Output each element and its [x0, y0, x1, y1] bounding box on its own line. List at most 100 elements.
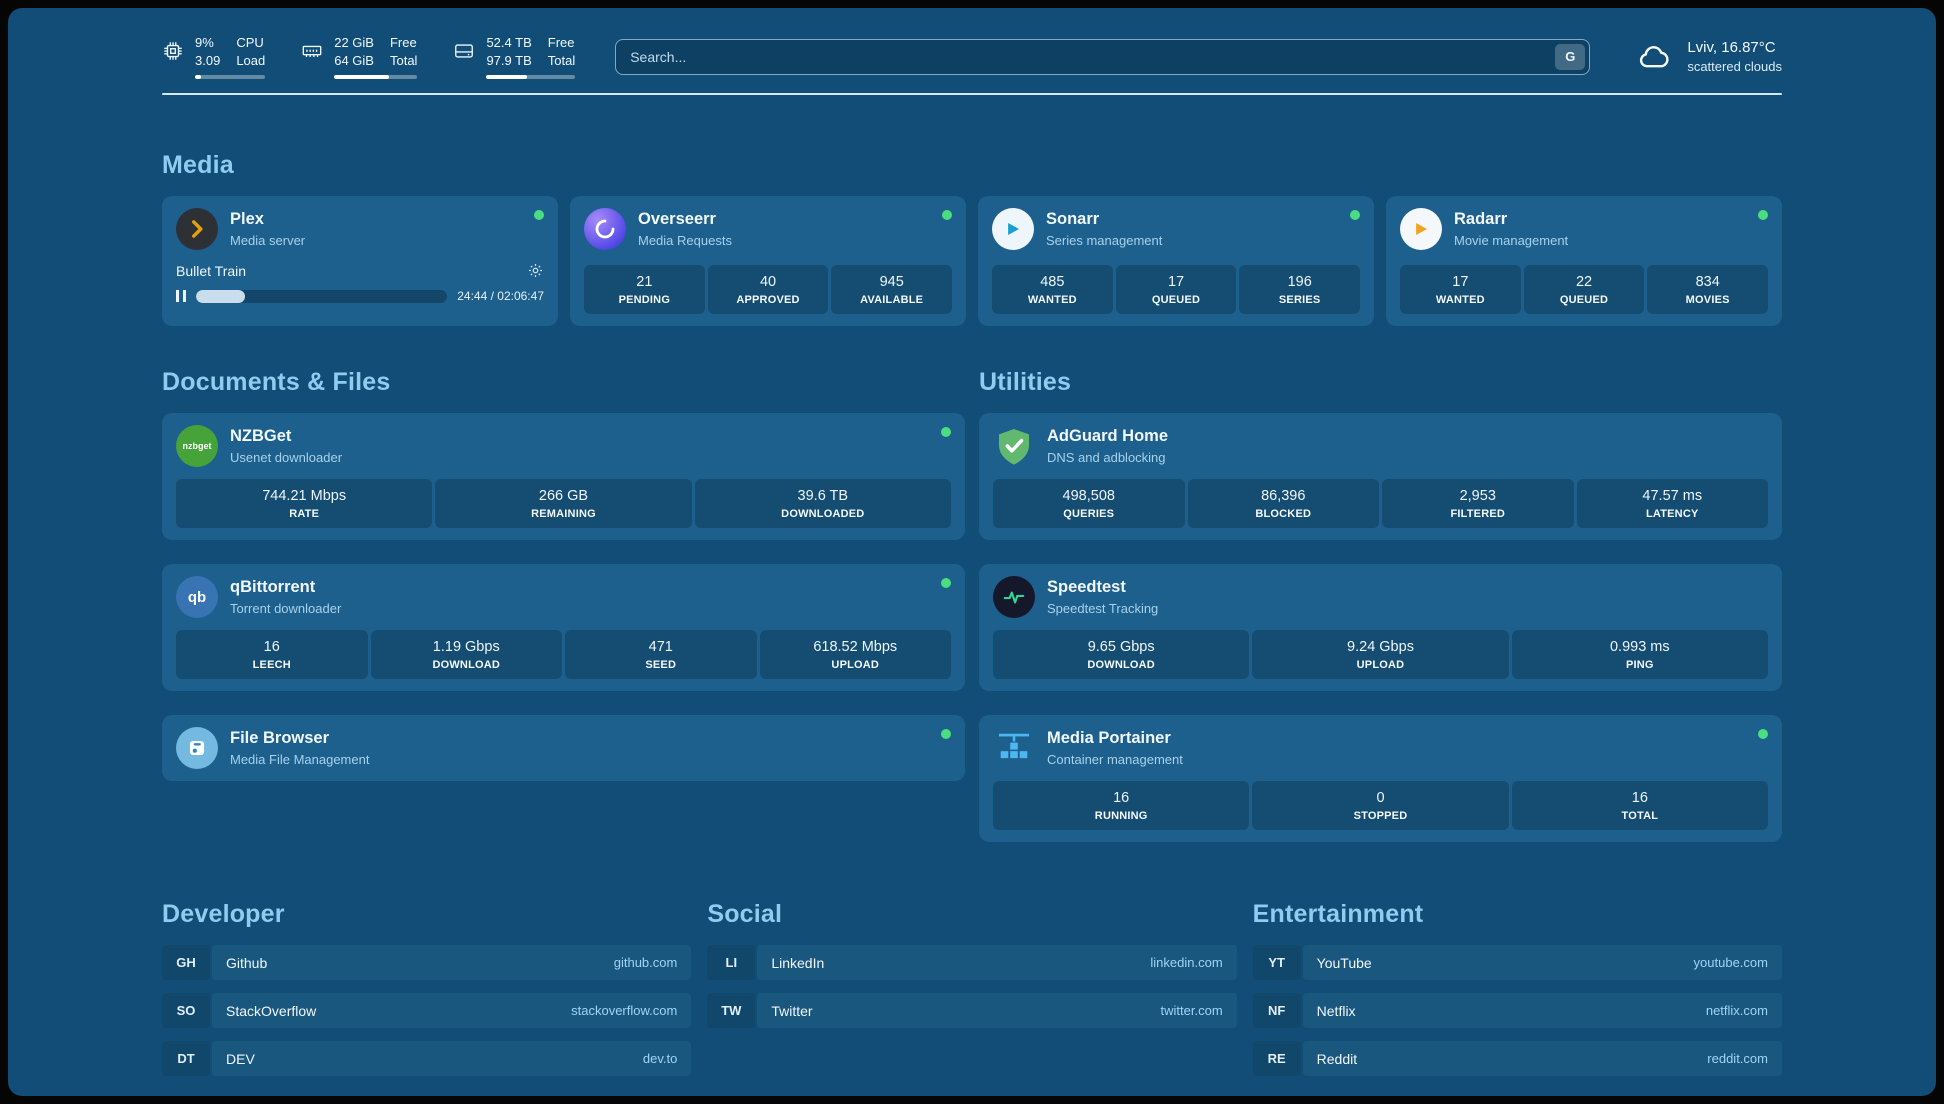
stat-box: 945 AVAILABLE: [831, 265, 953, 315]
stat-value: 16: [263, 639, 280, 656]
bookmark-group-entertainment: Entertainment YT YouTube youtube.com NF …: [1252, 900, 1782, 1077]
stat-box: 485 WANTED: [992, 265, 1113, 315]
stat-label: FILTERED: [1450, 508, 1506, 521]
stat-box: 21 PENDING: [584, 265, 705, 315]
bookmark-url: reddit.com: [1707, 1051, 1768, 1067]
disk-icon: [453, 40, 475, 62]
gear-icon[interactable]: [527, 262, 544, 279]
stat-value: 86,396: [1261, 488, 1306, 505]
media-grid: Plex Media server Bullet Train: [162, 196, 1782, 327]
app-name: AdGuard Home: [1047, 427, 1169, 446]
stat-value: 498,508: [1062, 488, 1115, 505]
bookmark-row-youtube[interactable]: YT YouTube youtube.com: [1252, 945, 1782, 981]
stat-label: LATENCY: [1645, 508, 1699, 521]
bookmark-name: LinkedIn: [771, 954, 825, 971]
app-card-plex[interactable]: Plex Media server Bullet Train: [162, 196, 558, 327]
search-input[interactable]: [615, 38, 1591, 75]
disk-free-value: 52.4 TB: [486, 35, 532, 50]
stat-label: PING: [1625, 659, 1654, 672]
stat-box: 22 QUEUED: [1523, 265, 1645, 315]
stat-label: QUERIES: [1063, 508, 1115, 521]
qbittorrent-icon-label: qb: [187, 588, 207, 606]
bookmark-name: Twitter: [771, 1002, 813, 1019]
seek-bar-fill: [196, 289, 245, 303]
header-divider: [162, 93, 1782, 96]
middle-columns: Documents & Files nzbget NZBGet Usenet d…: [162, 368, 1782, 843]
stat-value: 9.65 Gbps: [1087, 639, 1155, 656]
app-stats: 9.65 Gbps DOWNLOAD 9.24 Gbps UPLOAD 0.99…: [993, 618, 1768, 680]
ram-stat: 22 GiB 64 GiB Free Total: [301, 34, 418, 80]
cpu-usage-value: 9%: [195, 35, 214, 50]
app-card-overseerr[interactable]: Overseerr Media Requests 21 PENDING 40 A…: [570, 196, 966, 327]
stat-box: 618.52 Mbps UPLOAD: [759, 630, 951, 680]
bookmark-row-linkedin[interactable]: LI LinkedIn linkedin.com: [707, 945, 1237, 981]
stat-label: BLOCKED: [1255, 508, 1312, 521]
stat-label: APPROVED: [736, 294, 800, 307]
bookmark-group-developer: Developer GH Github github.com SO StackO…: [162, 900, 692, 1077]
bookmark-row-dev[interactable]: DT DEV dev.to: [162, 1041, 692, 1077]
bookmark-row-github[interactable]: GH Github github.com: [162, 945, 692, 981]
cpu-icon: [162, 40, 184, 62]
app-subtitle: Movie management: [1454, 233, 1569, 249]
cpu-load-label: Load: [236, 53, 266, 69]
stat-box: 16 RUNNING: [993, 781, 1250, 831]
stat-box: 9.65 Gbps DOWNLOAD: [993, 630, 1250, 680]
bookmark-link: Github github.com: [212, 945, 692, 981]
bookmark-row-stackoverflow[interactable]: SO StackOverflow stackoverflow.com: [162, 993, 692, 1029]
app-card-portainer[interactable]: Media Portainer Container management 16 …: [979, 715, 1782, 843]
bookmark-link: Twitter twitter.com: [757, 993, 1237, 1029]
bookmark-url: dev.to: [642, 1051, 678, 1067]
app-card-nzbget[interactable]: nzbget NZBGet Usenet downloader 744.21 M…: [162, 413, 965, 541]
bookmark-abbr: YT: [1252, 945, 1301, 981]
app-card-filebrowser[interactable]: File Browser Media File Management: [162, 715, 965, 782]
stat-label: STOPPED: [1353, 810, 1408, 823]
stat-box: 40 APPROVED: [707, 265, 829, 315]
app-card-radarr[interactable]: Radarr Movie management 17 WANTED 22 QUE…: [1386, 196, 1782, 327]
seek-bar[interactable]: [196, 289, 448, 303]
bookmark-name: Netflix: [1316, 1002, 1356, 1019]
app-card-qbittorrent[interactable]: qb qBittorrent Torrent downloader 16 LEE…: [162, 564, 965, 692]
app-name: Radarr: [1454, 210, 1508, 229]
app-titles: Overseerr Media Requests: [638, 210, 732, 248]
bookmark-row-twitter[interactable]: TW Twitter twitter.com: [707, 993, 1237, 1029]
stat-value: 16: [1113, 790, 1130, 807]
stat-value: 9.24 Gbps: [1347, 639, 1414, 656]
bookmark-link: DEV dev.to: [212, 1041, 692, 1077]
app-titles: qBittorrent Torrent downloader: [230, 578, 341, 616]
nzbget-icon-label: nzbget: [182, 441, 212, 452]
app-header: File Browser Media File Management: [176, 727, 951, 770]
disk-usage-bar: [486, 75, 576, 80]
app-card-speedtest[interactable]: Speedtest Speedtest Tracking 9.65 Gbps D…: [979, 564, 1782, 692]
stat-box: 498,508 QUERIES: [993, 479, 1185, 529]
pause-button[interactable]: [176, 290, 186, 303]
stat-box: 0 STOPPED: [1252, 781, 1509, 831]
stat-value: 618.52 Mbps: [813, 639, 898, 656]
app-name: NZBGet: [230, 427, 292, 446]
stat-label: DOWNLOAD: [432, 659, 501, 672]
stat-value: 471: [648, 639, 673, 656]
bookmark-url: netflix.com: [1705, 1003, 1768, 1019]
ram-usage-bar-fill: [334, 75, 390, 80]
weather-condition: scattered clouds: [1687, 59, 1782, 75]
stat-value: 16: [1631, 790, 1648, 807]
stat-value: 2,953: [1459, 488, 1496, 505]
bookmark-name: StackOverflow: [226, 1002, 317, 1019]
app-titles: Speedtest Speedtest Tracking: [1047, 578, 1158, 616]
app-card-sonarr[interactable]: Sonarr Series management 485 WANTED 17 Q…: [978, 196, 1374, 327]
stat-label: WANTED: [1027, 294, 1077, 307]
stat-box: 834 MOVIES: [1647, 265, 1769, 315]
bookmark-row-netflix[interactable]: NF Netflix netflix.com: [1252, 993, 1782, 1029]
app-titles: NZBGet Usenet downloader: [230, 427, 342, 465]
app-titles: Plex Media server: [230, 210, 305, 248]
stat-label: UPLOAD: [1356, 659, 1405, 672]
bookmark-name: Reddit: [1316, 1050, 1358, 1067]
status-dot: [942, 210, 952, 221]
bookmark-abbr: RE: [1252, 1041, 1301, 1077]
sonarr-icon: [992, 208, 1034, 251]
bookmark-link: StackOverflow stackoverflow.com: [212, 993, 692, 1029]
search-engine-button[interactable]: G: [1555, 43, 1586, 70]
app-card-adguard[interactable]: AdGuard Home DNS and adblocking 498,508 …: [979, 413, 1782, 541]
app-subtitle: Usenet downloader: [230, 450, 343, 466]
app-titles: AdGuard Home DNS and adblocking: [1047, 427, 1168, 465]
bookmark-row-reddit[interactable]: RE Reddit reddit.com: [1252, 1041, 1782, 1077]
